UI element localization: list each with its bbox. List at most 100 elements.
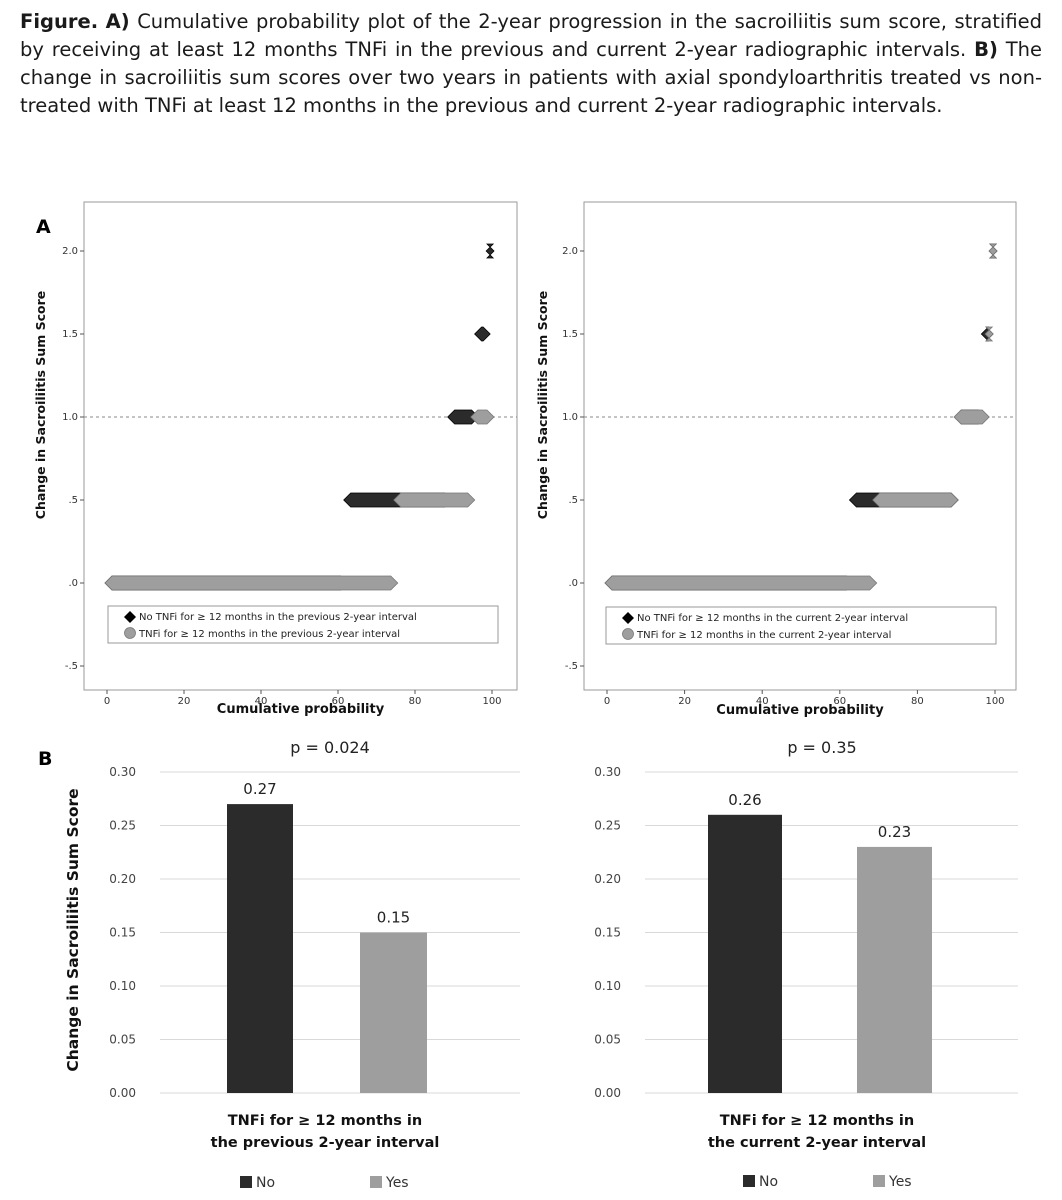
bar-chart-current: 0.00 0.05 0.10 0.15 0.20 0.25 0.30 p = 0.35 0.26… (594, 738, 1018, 1190)
y-tick-label: 2.0 (62, 246, 78, 257)
x-tick-label: 80 (911, 696, 924, 707)
caption-b-text: The change in sacroiliitis sum scores ov… (20, 38, 1042, 117)
figure-caption: Figure. A) Cumulative probability plot o… (20, 8, 1042, 120)
data-label: 0.26 (728, 791, 761, 809)
x-tick-label: 100 (482, 696, 501, 707)
x-axis-label: TNFi for ≥ 12 months in the previous 2-ye… (211, 1113, 440, 1151)
y-tick-label: -.5 (565, 661, 578, 672)
y-tick-label: 0.20 (594, 872, 621, 886)
caption-a-text: Cumulative probability plot of the 2-yea… (20, 10, 1043, 61)
x-tick-label: 80 (409, 696, 422, 707)
x-axis-label-line2: the current 2-year interval (708, 1135, 926, 1151)
y-tick-label: 0.15 (594, 926, 621, 940)
legend-swatch-yes (370, 1176, 382, 1188)
y-tick-label: 1.0 (62, 412, 78, 423)
series-yes-band (470, 409, 495, 425)
legend-marker-no (124, 611, 136, 623)
x-axis-label: Cumulative probability (716, 703, 884, 718)
x-tick-label: 40 (255, 696, 268, 707)
data-label: 0.23 (878, 823, 911, 841)
y-tick-label: 0.10 (109, 979, 136, 993)
legend-marker-yes (622, 628, 634, 640)
x-axis-label-line2: the previous 2-year interval (211, 1135, 440, 1151)
y-tick-label: .0 (68, 578, 78, 589)
y-tick-label: 0.00 (594, 1086, 621, 1100)
x-axis-label-line1: TNFi for ≥ 12 months in (720, 1113, 914, 1129)
y-axis-label: Change in Sacroiliitis Sum Score (64, 788, 82, 1071)
x-axis-label-line1: TNFi for ≥ 12 months in (228, 1113, 422, 1129)
legend-label-yes: TNFi for ≥ 12 months in the current 2-ye… (636, 630, 891, 641)
legend-label-yes: TNFi for ≥ 12 months in the previous 2-y… (138, 629, 400, 640)
bar-no (227, 804, 293, 1093)
y-tick-label: 0.05 (594, 1033, 621, 1047)
caption-a-label: A) (105, 10, 130, 33)
y-tick-label: 2.0 (562, 246, 578, 257)
series-yes-band (604, 575, 878, 591)
y-tick-label: 0.10 (594, 979, 621, 993)
legend-label-no: No TNFi for ≥ 12 months in the current 2… (637, 613, 908, 624)
series-no-band (485, 243, 495, 259)
y-axis-label: Change in Sacroiliitis Sum Score (33, 291, 48, 519)
y-tick-label: 0.25 (109, 819, 136, 833)
y-tick-label: -.5 (65, 661, 78, 672)
x-tick-label: 100 (985, 696, 1004, 707)
x-tick-label: 0 (104, 696, 110, 707)
x-tick-label: 20 (178, 696, 191, 707)
series-yes-band (953, 409, 990, 425)
legend-marker-no (622, 612, 634, 624)
legend-box (107, 605, 499, 644)
series-yes-band (393, 492, 476, 508)
x-tick-label: 20 (678, 696, 691, 707)
y-tick-label: .0 (568, 578, 578, 589)
x-tick-label: 40 (756, 696, 769, 707)
p-value-title: p = 0.024 (290, 738, 370, 757)
legend-label-no: No TNFi for ≥ 12 months in the previous … (139, 612, 417, 623)
caption-b-label: B) (974, 38, 998, 61)
p-value-title: p = 0.35 (787, 738, 856, 757)
y-tick-label: 1.0 (562, 412, 578, 423)
series-yes-band (872, 492, 959, 508)
legend-box (605, 606, 997, 645)
bar-yes (360, 932, 427, 1093)
y-tick-label: 0.30 (594, 765, 621, 779)
x-tick-label: 0 (604, 696, 610, 707)
series-no-band (474, 326, 491, 342)
y-tick-label: 0.05 (109, 1033, 136, 1047)
y-tick-label: 1.5 (62, 329, 78, 340)
legend-marker-yes (124, 627, 136, 639)
caption-prefix: Figure. (20, 10, 99, 33)
data-label: 0.15 (377, 909, 410, 927)
legend-swatch-no (743, 1175, 755, 1187)
y-axis-label: Change in Sacroiliitis Sum Score (535, 291, 550, 519)
legend-label-yes: Yes (385, 1175, 409, 1191)
bar-yes (857, 846, 932, 1093)
series-yes-band (984, 326, 994, 342)
x-tick-label: 60 (833, 696, 846, 707)
bar-no (708, 814, 782, 1093)
y-tick-label: 0.00 (109, 1086, 136, 1100)
series-yes-band (104, 575, 399, 591)
x-axis-label: TNFi for ≥ 12 months in the current 2-yea… (708, 1113, 926, 1151)
legend-label-no: No (759, 1174, 778, 1190)
data-label: 0.27 (243, 780, 276, 798)
x-axis-label: Cumulative probability (217, 702, 385, 717)
y-tick-label: 0.15 (109, 926, 136, 940)
bar-chart-previous: 0.00 0.05 0.10 0.15 0.20 0.25 0.30 p = 0.024 0.2… (64, 738, 520, 1191)
legend-label-no: No (256, 1175, 275, 1191)
y-tick-label: .5 (68, 495, 78, 506)
panel-a-label: A (36, 216, 51, 238)
y-tick-label: 0.20 (109, 872, 136, 886)
x-tick-label: 60 (332, 696, 345, 707)
cumprob-chart-previous: -.5 .0 .5 1.0 1.5 2.0 0 20 40 60 80 100 No TNFi for … (33, 201, 518, 717)
cumprob-chart-current: -.5 .0 .5 1.0 1.5 2.0 0 20 40 60 80 100 No TNFi for … (535, 201, 1017, 718)
legend-swatch-yes (873, 1175, 885, 1187)
legend-label-yes: Yes (888, 1174, 912, 1190)
y-tick-label: 0.25 (594, 819, 621, 833)
panel-b-label: B (38, 748, 53, 770)
series-yes-band (988, 243, 998, 259)
y-tick-label: 1.5 (562, 329, 578, 340)
y-tick-label: .5 (568, 495, 578, 506)
y-tick-label: 0.30 (109, 765, 136, 779)
legend-swatch-no (240, 1176, 252, 1188)
